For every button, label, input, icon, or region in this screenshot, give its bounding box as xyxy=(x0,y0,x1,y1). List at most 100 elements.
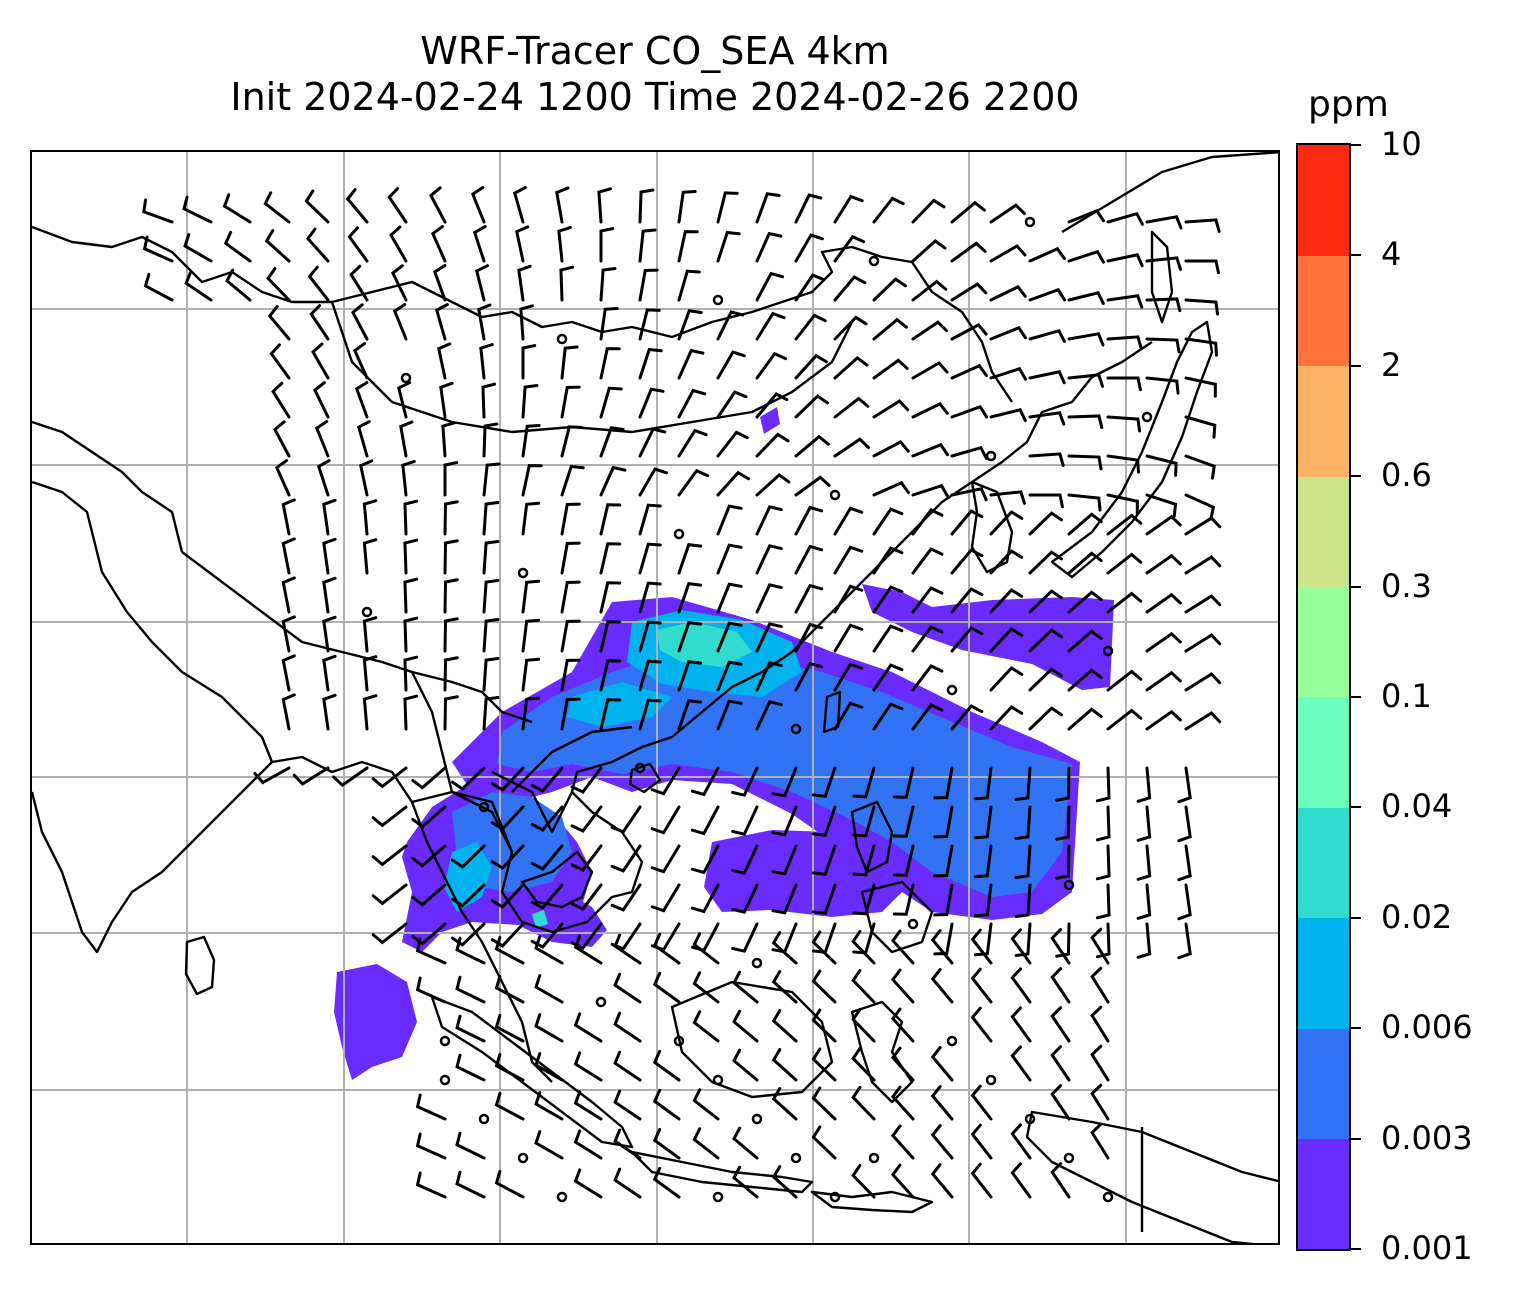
wind-barb xyxy=(1014,922,1032,958)
wind-barb xyxy=(794,475,831,497)
plume-high-core-2 xyxy=(567,682,672,727)
wind-barb xyxy=(911,586,944,614)
wind-barb xyxy=(263,191,291,224)
wind-barb xyxy=(411,883,447,907)
wind-barb xyxy=(253,766,291,785)
colorbar-segment xyxy=(1298,697,1349,808)
wind-barb xyxy=(833,437,870,458)
wind-barb xyxy=(1184,493,1216,521)
wind-barb xyxy=(851,930,876,965)
wind-barb xyxy=(732,1009,759,1043)
wind-barb xyxy=(573,1129,603,1160)
coast-philippines-luzon xyxy=(850,800,894,874)
wind-barb xyxy=(911,198,946,224)
wind-barb xyxy=(1184,298,1220,316)
wind-barb xyxy=(851,969,876,1004)
wind-barb xyxy=(455,975,486,1004)
wind-barb xyxy=(573,934,603,965)
wind-barb xyxy=(1184,711,1222,731)
wind-barb xyxy=(482,500,500,536)
wind-barb xyxy=(451,844,486,869)
wind-barb xyxy=(494,935,525,965)
wind-barb xyxy=(610,883,642,912)
wind-barb xyxy=(771,1087,798,1121)
wind-barb xyxy=(933,883,954,917)
wind-barb xyxy=(811,1008,837,1043)
wind-barb xyxy=(1067,454,1103,471)
calm-wind-marker xyxy=(673,528,685,540)
wind-barb xyxy=(1055,766,1071,802)
wind-barb xyxy=(1184,672,1222,692)
wind-barb xyxy=(970,1006,993,1043)
calm-wind-marker xyxy=(985,1074,997,1086)
wind-barb xyxy=(833,194,864,224)
wind-barb xyxy=(312,381,330,419)
calm-wind-marker xyxy=(1024,216,1036,228)
wind-barb xyxy=(1145,553,1182,575)
plume-east-band xyxy=(862,584,1114,690)
wind-barb xyxy=(347,226,369,263)
wind-barb xyxy=(472,225,487,263)
calm-wind-marker xyxy=(751,957,763,969)
wind-barb xyxy=(1067,414,1104,430)
colorbar-unit: ppm xyxy=(1308,84,1389,125)
map-panel[interactable] xyxy=(30,150,1280,1245)
wind-barb xyxy=(833,623,864,653)
wind-barb xyxy=(396,381,412,419)
wind-barb xyxy=(1145,297,1182,313)
wind-barb xyxy=(1010,967,1032,1004)
wind-barb xyxy=(354,380,369,419)
wind-barb xyxy=(872,317,908,341)
wind-barb xyxy=(1145,493,1178,518)
wind-barb xyxy=(560,658,581,692)
coast-borneo xyxy=(670,980,834,1099)
wind-barb xyxy=(530,805,564,832)
wind-barb xyxy=(490,766,525,792)
wind-barb xyxy=(833,275,867,302)
wind-barb xyxy=(652,932,681,965)
wind-barbs xyxy=(142,186,1222,1203)
wind-barb xyxy=(1136,766,1152,803)
wind-barb xyxy=(411,922,447,946)
wind-barb xyxy=(1050,1162,1071,1199)
wind-barb xyxy=(716,310,745,341)
wind-barb xyxy=(443,500,459,536)
colorbar-tick-label: 0.001 xyxy=(1381,1229,1473,1267)
wind-barb xyxy=(482,617,500,653)
wind-barb xyxy=(1106,591,1143,614)
wind-barb xyxy=(387,187,408,224)
wind-barb xyxy=(811,969,837,1004)
wind-barb xyxy=(1177,805,1192,843)
calm-wind-marker xyxy=(907,918,919,930)
calm-wind-marker xyxy=(1102,1191,1114,1203)
wind-barb xyxy=(911,238,947,263)
wind-barb xyxy=(1106,552,1143,575)
border-vietnam xyxy=(511,725,633,793)
wind-barb xyxy=(1145,454,1178,477)
wind-barb xyxy=(638,268,659,302)
wind-barb xyxy=(570,844,603,872)
wind-barb xyxy=(1106,513,1143,536)
wind-barb xyxy=(1010,1006,1032,1043)
wind-barb xyxy=(494,974,525,1004)
wind-barb xyxy=(1028,328,1066,343)
wind-barb xyxy=(677,230,699,263)
calm-wind-marker xyxy=(439,1074,451,1086)
wind-barb xyxy=(560,345,579,380)
wind-barb xyxy=(1145,709,1182,731)
wind-barb xyxy=(731,766,759,797)
colorbar-segment xyxy=(1298,917,1349,1029)
calm-wind-marker xyxy=(790,723,802,735)
wind-barb xyxy=(530,766,564,793)
wind-barb xyxy=(690,844,720,875)
wind-barb xyxy=(573,1051,603,1082)
wind-barb xyxy=(851,1047,876,1082)
border-mongolia xyxy=(330,301,854,434)
wind-barb xyxy=(755,622,783,653)
wind-barb xyxy=(515,225,530,263)
wind-barb xyxy=(314,420,330,458)
wind-barb xyxy=(911,547,944,575)
wind-barb xyxy=(1184,633,1222,653)
wind-barb xyxy=(322,576,337,614)
wind-barb xyxy=(1106,335,1143,350)
